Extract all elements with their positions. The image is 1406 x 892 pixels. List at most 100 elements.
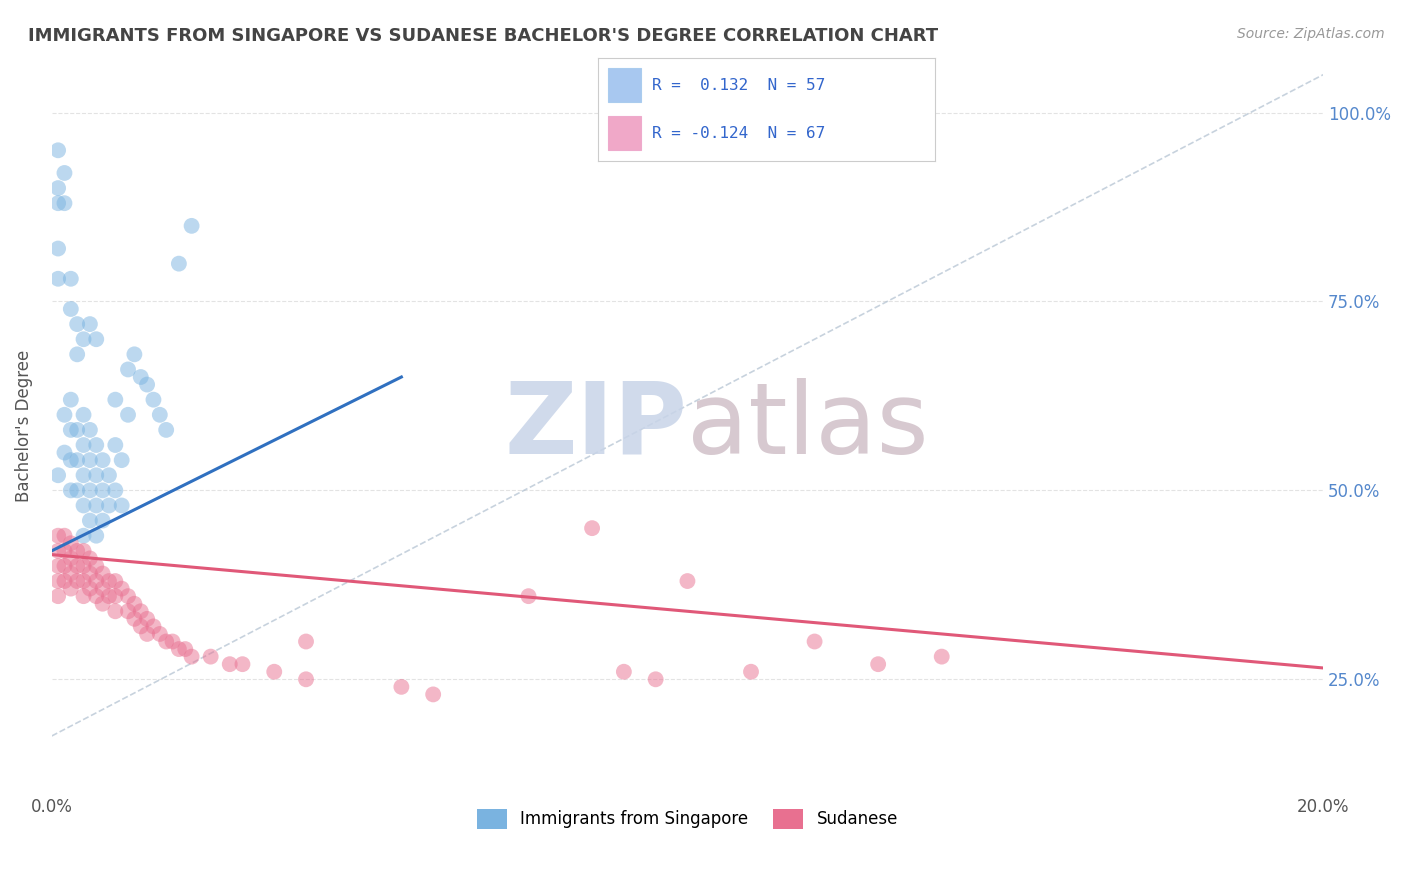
Point bbox=[517, 589, 540, 603]
Point bbox=[66, 483, 89, 498]
Point bbox=[91, 453, 114, 467]
Point bbox=[72, 438, 94, 452]
Text: Source: ZipAtlas.com: Source: ZipAtlas.com bbox=[1237, 27, 1385, 41]
Point bbox=[200, 649, 222, 664]
Point bbox=[136, 627, 159, 641]
Point bbox=[931, 649, 953, 664]
Point bbox=[59, 566, 82, 581]
Point bbox=[59, 453, 82, 467]
Point bbox=[66, 423, 89, 437]
Point bbox=[59, 582, 82, 596]
Point bbox=[72, 589, 94, 603]
Point bbox=[124, 612, 146, 626]
Point bbox=[104, 574, 127, 588]
Point bbox=[149, 627, 172, 641]
Text: ZIP: ZIP bbox=[505, 377, 688, 475]
Point bbox=[84, 574, 107, 588]
Point bbox=[84, 438, 107, 452]
Point bbox=[46, 529, 69, 543]
Point bbox=[72, 468, 94, 483]
Point bbox=[104, 604, 127, 618]
Point bbox=[97, 574, 120, 588]
Point bbox=[79, 566, 101, 581]
Point bbox=[117, 604, 139, 618]
Point bbox=[46, 272, 69, 286]
Point bbox=[155, 423, 177, 437]
Point bbox=[66, 574, 89, 588]
Point bbox=[46, 574, 69, 588]
Point bbox=[613, 665, 636, 679]
Point bbox=[117, 362, 139, 376]
Point bbox=[53, 529, 76, 543]
Point bbox=[104, 589, 127, 603]
Point bbox=[66, 453, 89, 467]
Point bbox=[136, 377, 159, 392]
Point bbox=[155, 634, 177, 648]
Point bbox=[129, 604, 152, 618]
Point bbox=[46, 468, 69, 483]
Point bbox=[72, 499, 94, 513]
Point bbox=[66, 317, 89, 331]
Point bbox=[104, 483, 127, 498]
Point bbox=[231, 657, 253, 672]
Point bbox=[72, 574, 94, 588]
Point bbox=[46, 558, 69, 573]
Point bbox=[66, 558, 89, 573]
Point bbox=[59, 551, 82, 566]
Point bbox=[53, 544, 76, 558]
Point bbox=[53, 408, 76, 422]
Point bbox=[422, 687, 444, 701]
Point bbox=[46, 196, 69, 211]
Point bbox=[803, 634, 825, 648]
Point bbox=[59, 536, 82, 550]
Point bbox=[142, 619, 165, 633]
Point bbox=[111, 582, 134, 596]
Point bbox=[84, 468, 107, 483]
Point bbox=[72, 529, 94, 543]
FancyBboxPatch shape bbox=[607, 117, 641, 150]
Legend: Immigrants from Singapore, Sudanese: Immigrants from Singapore, Sudanese bbox=[470, 802, 904, 836]
Point bbox=[111, 453, 134, 467]
Point bbox=[53, 574, 76, 588]
Point bbox=[97, 499, 120, 513]
Point bbox=[46, 143, 69, 157]
Point bbox=[72, 544, 94, 558]
Point bbox=[84, 529, 107, 543]
Y-axis label: Bachelor's Degree: Bachelor's Degree bbox=[15, 350, 32, 502]
Point bbox=[91, 582, 114, 596]
Point bbox=[676, 574, 699, 588]
Point bbox=[389, 680, 412, 694]
Point bbox=[644, 673, 666, 687]
Point bbox=[46, 544, 69, 558]
Point bbox=[84, 499, 107, 513]
Point bbox=[149, 408, 172, 422]
Point bbox=[84, 558, 107, 573]
Point bbox=[79, 551, 101, 566]
Point bbox=[79, 317, 101, 331]
Point bbox=[91, 514, 114, 528]
Point bbox=[97, 468, 120, 483]
Point bbox=[59, 423, 82, 437]
Point bbox=[180, 219, 202, 233]
Point bbox=[84, 332, 107, 346]
Point bbox=[129, 370, 152, 384]
Point bbox=[72, 558, 94, 573]
Point bbox=[59, 301, 82, 316]
Point bbox=[84, 589, 107, 603]
FancyBboxPatch shape bbox=[607, 69, 641, 102]
Point bbox=[124, 347, 146, 361]
Point bbox=[263, 665, 285, 679]
Point bbox=[111, 499, 134, 513]
Point bbox=[97, 589, 120, 603]
Point bbox=[66, 544, 89, 558]
Text: R =  0.132  N = 57: R = 0.132 N = 57 bbox=[651, 78, 825, 93]
Point bbox=[91, 483, 114, 498]
Point bbox=[66, 347, 89, 361]
Point bbox=[91, 566, 114, 581]
Point bbox=[59, 272, 82, 286]
Point bbox=[104, 438, 127, 452]
Point bbox=[53, 445, 76, 459]
Point bbox=[129, 619, 152, 633]
Point bbox=[104, 392, 127, 407]
Point bbox=[79, 483, 101, 498]
